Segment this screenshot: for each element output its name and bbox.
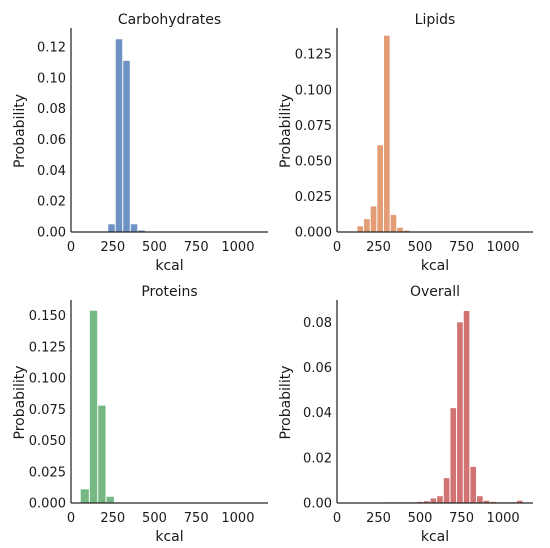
y-tick-label: 0.06: [303, 361, 332, 376]
histogram-bar: [390, 214, 397, 232]
y-tick-label: 0.06: [37, 133, 66, 148]
y-tick-label: 0.04: [303, 406, 332, 421]
subplot-overall: 0 250 500 750 1000 0.00 0.02 0.04 0.06 0.08 Overal…: [278, 284, 533, 545]
x-tick-label: 500: [142, 511, 167, 526]
x-tick-label: 250: [100, 511, 125, 526]
y-axis-label: Probability: [12, 365, 28, 439]
histogram-bar: [443, 478, 450, 503]
histogram-bar: [397, 227, 403, 232]
x-tick-label: 1000: [221, 240, 254, 255]
y-tick-label: 0.02: [37, 195, 66, 210]
histogram-bar: [80, 489, 89, 503]
x-tick-label: 750: [184, 511, 209, 526]
y-tick-label: 0.10: [37, 71, 66, 86]
subplot-title: Proteins: [141, 284, 197, 300]
y-tick-label: 0.050: [295, 154, 332, 169]
histogram-bar: [357, 226, 364, 232]
y-tick-label: 0.00: [303, 497, 332, 512]
histogram-bar: [89, 310, 98, 503]
y-tick-label: 0.125: [29, 340, 66, 355]
histogram-bar: [450, 408, 457, 503]
x-tick-label: 250: [366, 240, 391, 255]
subplot-carbohydrates: 0 250 500 750 1000 0.00 0.02 0.04 0.06 0.08 0.10 0.…: [12, 12, 268, 274]
y-axis-label: Probability: [278, 94, 294, 168]
y-tick-label: 0.100: [295, 83, 332, 98]
histogram-bar: [470, 466, 477, 503]
x-axis-label: kcal: [421, 258, 449, 274]
histogram-bar: [130, 224, 138, 232]
histogram-bar: [115, 39, 123, 232]
histogram-bar: [138, 230, 145, 232]
y-axis-label: Probability: [278, 365, 294, 439]
histogram-bar: [423, 501, 430, 503]
y-tick-label: 0.050: [29, 434, 66, 449]
y-tick-label: 0.025: [295, 190, 332, 205]
x-tick-label: 0: [333, 511, 341, 526]
histogram-bar: [364, 219, 370, 232]
histogram-bar: [483, 500, 490, 503]
x-tick-label: 500: [408, 511, 433, 526]
y-tick-label: 0.08: [303, 316, 332, 331]
histogram-bar: [477, 496, 483, 503]
y-tick-label: 0.000: [29, 497, 66, 512]
y-tick-label: 0.000: [295, 226, 332, 241]
histogram-bar: [123, 60, 130, 233]
histogram-bar: [430, 498, 437, 503]
x-tick-label: 750: [449, 511, 474, 526]
subplot-proteins: 0 250 500 750 1000 0.000 0.025 0.050 0.075 0.100 0…: [12, 284, 268, 545]
histogram-bar: [463, 311, 470, 503]
y-tick-label: 0.02: [303, 451, 332, 466]
x-tick-label: 500: [408, 240, 433, 255]
x-axis-label: kcal: [155, 258, 183, 274]
subplot-title: Carbohydrates: [118, 12, 221, 28]
x-axis-label: kcal: [155, 529, 183, 545]
y-tick-label: 0.04: [37, 164, 66, 179]
y-tick-label: 0.12: [37, 40, 66, 55]
histogram-bar: [457, 322, 463, 503]
y-tick-label: 0.08: [37, 102, 66, 117]
x-tick-label: 1000: [487, 511, 520, 526]
x-axis-label: kcal: [421, 529, 449, 545]
histogram-bar: [377, 145, 383, 232]
y-axis-label: Probability: [12, 94, 28, 168]
y-tick-label: 0.075: [29, 403, 66, 418]
subplot-title: Lipids: [415, 12, 456, 28]
histogram-bar: [106, 496, 114, 503]
x-tick-label: 750: [184, 240, 209, 255]
histogram-bar: [403, 230, 410, 232]
histogram-bar: [370, 206, 377, 232]
x-tick-label: 250: [100, 240, 125, 255]
x-tick-label: 1000: [221, 511, 254, 526]
x-tick-label: 500: [142, 240, 167, 255]
histogram-bar: [384, 35, 390, 232]
histogram-bar: [98, 405, 106, 503]
x-tick-label: 0: [67, 240, 75, 255]
y-tick-label: 0.150: [29, 309, 66, 324]
x-tick-label: 0: [333, 240, 341, 255]
subplot-title: Overall: [410, 284, 460, 300]
subplot-lipids: 0 250 500 750 1000 0.000 0.025 0.050 0.075 0.100 0…: [278, 12, 533, 274]
x-tick-label: 250: [366, 511, 391, 526]
y-tick-label: 0.00: [37, 226, 66, 241]
histogram-bar: [516, 500, 523, 503]
x-tick-label: 1000: [487, 240, 520, 255]
y-tick-label: 0.025: [29, 465, 66, 480]
x-tick-label: 750: [449, 240, 474, 255]
y-tick-label: 0.075: [295, 119, 332, 134]
y-tick-label: 0.125: [295, 48, 332, 63]
histogram-bar: [437, 496, 443, 503]
x-tick-label: 0: [67, 511, 75, 526]
histogram-bar: [108, 224, 115, 232]
y-tick-label: 0.100: [29, 372, 66, 387]
